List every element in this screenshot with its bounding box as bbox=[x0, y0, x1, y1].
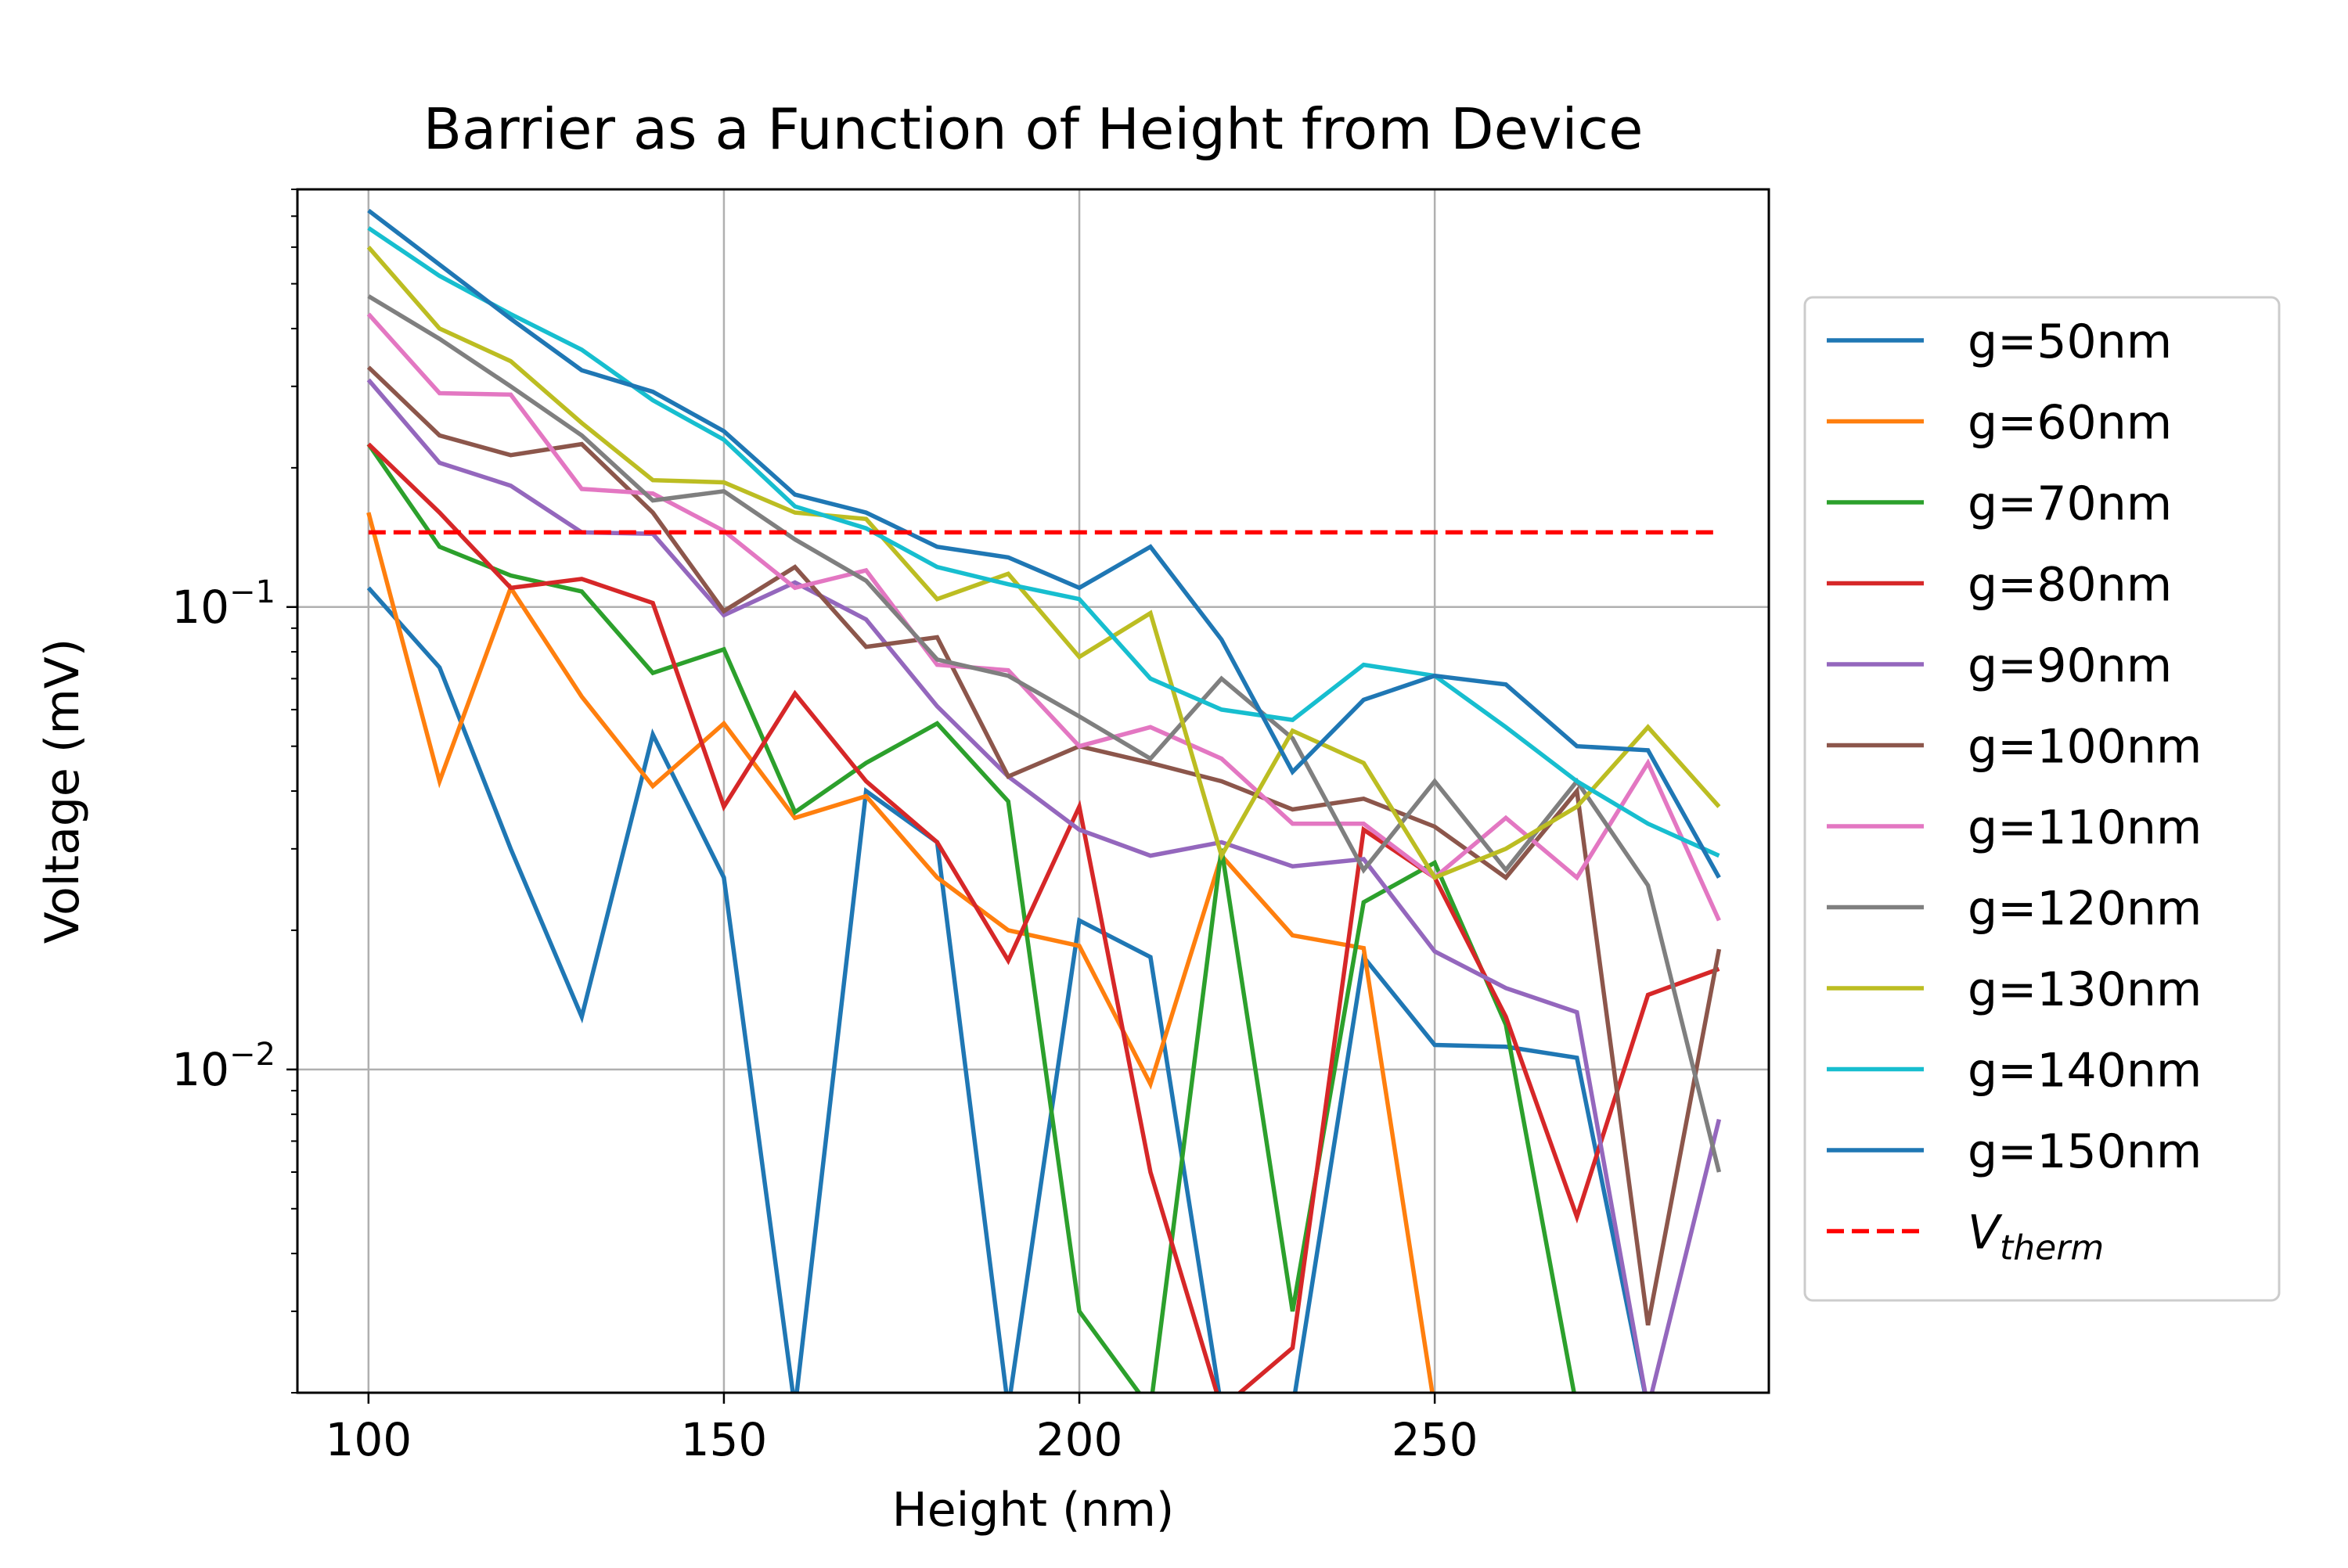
x-axis-label: Height (nm) bbox=[892, 1483, 1175, 1537]
series-line-g=150nm bbox=[367, 208, 1721, 879]
legend-label-g=80nm: g=80nm bbox=[1968, 558, 2172, 613]
chart-title: Barrier as a Function of Height from Dev… bbox=[423, 96, 1644, 162]
series-layer bbox=[366, 208, 1722, 1393]
series-line-g=50nm bbox=[366, 586, 1648, 1393]
legend-label-g=140nm: g=140nm bbox=[1968, 1044, 2202, 1099]
legend-label-g=130nm: g=130nm bbox=[1968, 962, 2202, 1017]
series-line-g=60nm bbox=[366, 512, 1435, 1393]
series-line-g=140nm bbox=[367, 226, 1720, 858]
legend-label-g=150nm: g=150nm bbox=[1968, 1124, 2202, 1179]
legend-label-g=110nm: g=110nm bbox=[1968, 800, 2202, 855]
legend-label-vtherm: Vtherm bbox=[1968, 1206, 2104, 1268]
x-tick-label-1: 150 bbox=[681, 1413, 768, 1466]
x-tick-label-2: 200 bbox=[1036, 1413, 1123, 1466]
series-line-g=130nm bbox=[366, 245, 1721, 881]
legend-label-g=70nm: g=70nm bbox=[1968, 477, 2172, 531]
y-tick-label-0: 10−1 bbox=[171, 574, 275, 634]
series-line-g=80nm bbox=[366, 442, 1720, 1393]
series-line-g=90nm bbox=[366, 378, 1722, 1393]
legend-frame bbox=[1803, 296, 2281, 1302]
y-axis-label: Voltage (mV) bbox=[35, 638, 90, 944]
legend-label-g=90nm: g=90nm bbox=[1968, 638, 2172, 693]
legend-label-g=50nm: g=50nm bbox=[1968, 315, 2172, 369]
tick-layer: 100 150 200 250 10−1 10−2 bbox=[171, 189, 1478, 1466]
legend-label-g=120nm: g=120nm bbox=[1968, 882, 2202, 937]
legend-label-g=60nm: g=60nm bbox=[1968, 396, 2172, 451]
y-tick-label-1: 10−2 bbox=[171, 1037, 275, 1096]
legend: g=50nm g=60nm g=70nm g=80nm g=90nm g=100nm g=1… bbox=[1803, 296, 2281, 1302]
legend-label-g=100nm: g=100nm bbox=[1968, 720, 2202, 775]
x-tick-label-3: 250 bbox=[1392, 1413, 1478, 1466]
series-line-g=70nm bbox=[366, 443, 1576, 1393]
x-tick-label-0: 100 bbox=[325, 1413, 412, 1466]
series-line-g=100nm bbox=[366, 365, 1722, 1326]
series-line-g=110nm bbox=[366, 312, 1721, 922]
grid-layer bbox=[297, 189, 1769, 1393]
